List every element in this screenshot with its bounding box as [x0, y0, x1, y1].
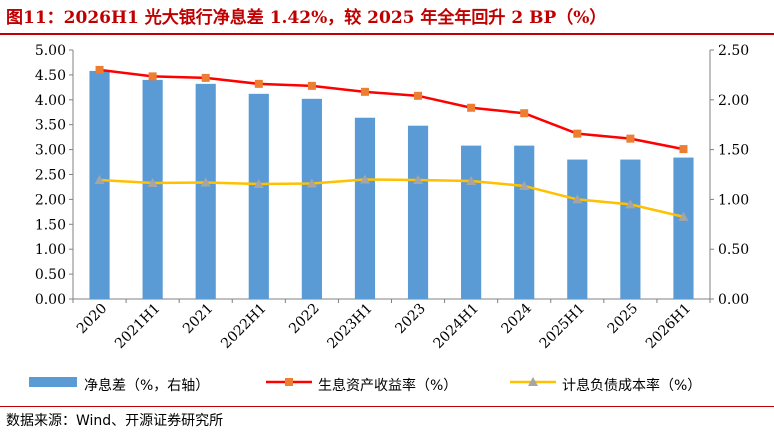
- left-tick-label: 3.00: [35, 143, 66, 159]
- left-tick-label: 3.50: [35, 118, 66, 134]
- line-point: [147, 177, 158, 187]
- line-point: [573, 129, 582, 138]
- x-tick-label: 2025H1: [537, 301, 588, 352]
- series-line: [99, 178, 684, 219]
- line-point: [626, 134, 635, 143]
- right-tick-label: 2.00: [718, 93, 749, 109]
- line-point: [200, 177, 211, 187]
- x-tick-label: 2023H1: [324, 301, 375, 352]
- x-tick-label: 2021H1: [112, 301, 163, 352]
- right-tick-label: 2.50: [718, 43, 749, 59]
- bar: [301, 98, 322, 299]
- line-point: [679, 145, 688, 154]
- bar: [673, 157, 694, 299]
- x-tick-label: 2021: [180, 301, 217, 338]
- left-tick-label: 2.50: [35, 168, 66, 184]
- x-tick-label: 2022: [286, 301, 323, 338]
- title-rule: [0, 33, 774, 35]
- bar: [354, 117, 376, 299]
- line-point: [520, 109, 529, 118]
- line-point: [253, 178, 264, 188]
- line-point: [94, 174, 105, 184]
- right-tick-label: 0.50: [718, 242, 749, 258]
- line-point: [306, 178, 317, 188]
- line-series: [94, 65, 689, 221]
- line-point: [201, 73, 210, 82]
- series-line: [99, 68, 684, 151]
- legend-label-line2: 计息负债成本率（%）: [562, 377, 701, 394]
- tick-labels: 0.00 0.50 1.00 1.50 2.00 2.50 3.00 3.50 4.00 4.50…: [35, 43, 749, 352]
- x-tick-label: 2023: [392, 301, 429, 338]
- bar-series: [89, 70, 694, 299]
- line-point: [148, 72, 157, 81]
- legend-label-bar: 净息差（%，右轴）: [84, 377, 209, 394]
- chart-area: 0.00 0.50 1.00 1.50 2.00 2.50 3.00 3.50 4.00 4.50…: [29, 43, 749, 394]
- right-tick-label: 1.00: [718, 192, 749, 208]
- left-tick-label: 0.50: [35, 267, 66, 283]
- x-tick-label: 2025: [605, 301, 642, 338]
- x-tick-label: 2022H1: [218, 301, 269, 352]
- x-tick-label: 2026H1: [643, 301, 694, 352]
- bar: [142, 79, 163, 299]
- line-point: [254, 79, 263, 88]
- bar: [514, 145, 535, 299]
- line-point: [466, 175, 477, 185]
- x-tick-label: 2024H1: [431, 301, 482, 352]
- bar: [248, 93, 269, 299]
- line-point: [360, 87, 369, 96]
- line-point: [307, 81, 316, 90]
- bar: [407, 125, 429, 299]
- legend-marker-line2: [528, 377, 538, 386]
- line-point: [414, 91, 423, 100]
- axes: [69, 49, 714, 303]
- line-point: [572, 194, 583, 204]
- left-tick-label: 4.50: [35, 68, 66, 84]
- bar: [620, 159, 641, 299]
- x-tick-label: 2024: [499, 300, 536, 337]
- left-tick-label: 5.00: [35, 43, 66, 59]
- legend: 净息差（%，右轴） 生息资产收益率（%） 计息负债成本率（%）: [29, 377, 701, 394]
- left-tick-label: 2.00: [35, 192, 66, 208]
- left-tick-label: 1.50: [35, 217, 66, 233]
- chart-title: 图11：2026H1 光大银行净息差 1.42%，较 2025 年全年回升 2 …: [6, 8, 607, 28]
- line-point: [467, 103, 476, 112]
- bar: [89, 70, 110, 299]
- line-point: [413, 174, 424, 184]
- line-point: [625, 199, 636, 209]
- right-tick-label: 0.00: [718, 292, 749, 308]
- bar: [195, 83, 216, 299]
- legend-swatch-bar: [29, 377, 77, 387]
- legend-label-line1: 生息资产收益率（%）: [318, 377, 457, 394]
- left-tick-label: 1.00: [35, 242, 66, 258]
- legend-marker-line1: [285, 378, 293, 386]
- line-point: [95, 65, 104, 74]
- source-note: 数据来源：Wind、开源证券研究所: [6, 413, 224, 429]
- left-tick-label: 4.00: [35, 93, 66, 109]
- bar: [461, 145, 482, 299]
- bar: [567, 159, 588, 299]
- right-tick-label: 1.50: [718, 143, 749, 159]
- line-point: [678, 211, 689, 221]
- line-point: [519, 180, 530, 190]
- bottom-rule: [0, 406, 774, 407]
- line-point: [359, 174, 370, 184]
- left-tick-label: 0.00: [35, 292, 66, 308]
- x-tick-label: 2020: [74, 301, 111, 338]
